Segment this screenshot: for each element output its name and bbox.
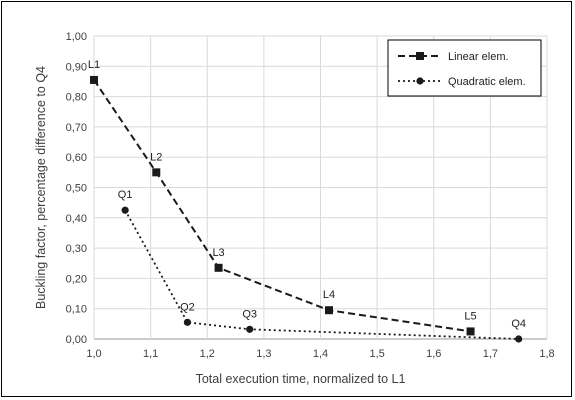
data-point-l4 [324, 306, 333, 315]
x-tick-label: 1,8 [539, 348, 554, 360]
data-label-q2: Q2 [180, 301, 195, 313]
data-point-q3 [246, 325, 254, 333]
x-tick-label: 1,5 [369, 348, 384, 360]
series-line-quadratic [124, 209, 519, 340]
y-tick-label: 0,00 [66, 334, 87, 346]
x-tick-label: 1,4 [313, 348, 328, 360]
data-point-q4 [515, 335, 523, 343]
legend-label: Linear elem. [448, 51, 509, 63]
x-tick-label: 1,0 [86, 348, 101, 360]
data-point-q2 [183, 318, 192, 326]
data-point-l1 [90, 75, 98, 84]
y-tick-label: 0,20 [66, 273, 87, 285]
data-label-l2: L2 [150, 151, 162, 163]
data-label-l3: L3 [212, 247, 224, 259]
data-point-l5 [466, 327, 475, 336]
data-label-q1: Q1 [118, 189, 133, 201]
data-label-l4: L4 [323, 289, 335, 301]
y-tick-label: 0,80 [66, 92, 87, 104]
data-point-l3 [214, 263, 223, 272]
data-label-q4: Q4 [511, 318, 526, 330]
x-axis-title: Total execution time, normalized to L1 [196, 372, 406, 386]
data-point-q1 [121, 206, 129, 214]
y-tick-label: 0,10 [66, 304, 87, 316]
x-tick-label: 1,7 [483, 348, 498, 360]
legend-label: Quadratic elem. [448, 76, 526, 88]
x-tick-label: 1,6 [426, 348, 441, 360]
y-tick-label: 0,60 [66, 152, 87, 164]
data-label-l1: L1 [88, 59, 100, 71]
y-axis-title: Buckling factor, percentage difference t… [34, 66, 48, 309]
data-point-l2 [152, 168, 161, 177]
legend-marker-circle [416, 77, 424, 85]
y-tick-label: 0,90 [66, 61, 87, 73]
legend-box [387, 39, 542, 97]
y-tick-label: 0,50 [66, 183, 87, 195]
x-tick-label: 1,3 [256, 348, 271, 360]
x-tick-label: 1,2 [200, 348, 215, 360]
data-label-l5: L5 [464, 310, 476, 322]
legend-marker-square [416, 52, 424, 60]
data-label-q3: Q3 [242, 308, 257, 320]
y-tick-label: 0,70 [66, 122, 87, 134]
x-tick-label: 1,1 [143, 348, 158, 360]
y-tick-label: 1,00 [66, 31, 87, 43]
y-tick-label: 0,40 [66, 213, 87, 225]
y-tick-label: 0,30 [66, 243, 87, 255]
